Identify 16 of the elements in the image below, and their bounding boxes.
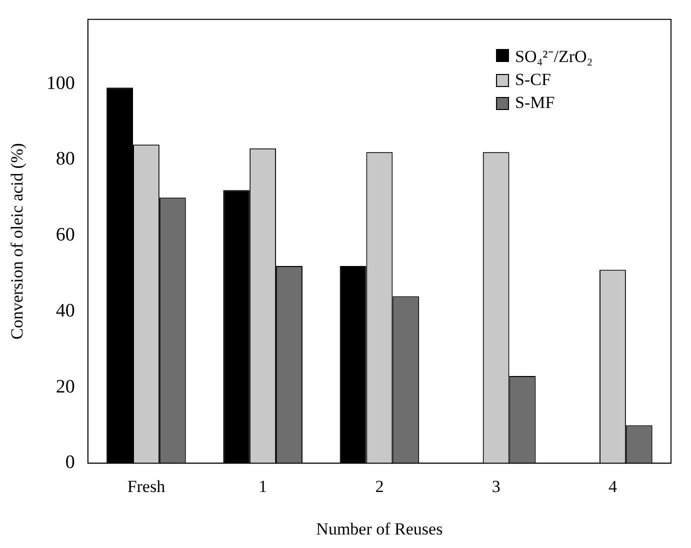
x-tick-label: 1 [258, 476, 268, 496]
y-tick-label: 80 [56, 148, 75, 170]
y-axis-title: Conversion of oleic acid (%) [8, 143, 27, 340]
y-tick-label: 100 [46, 72, 75, 94]
x-axis-title: Number of Reuses [316, 519, 443, 538]
legend-label: SO₄²⁻/ZrO₂ [515, 46, 593, 68]
x-tick-label: 2 [375, 476, 384, 496]
y-tick-label: 0 [65, 452, 75, 474]
x-tick-label: Fresh [127, 476, 166, 496]
y-tick-label: 20 [56, 376, 75, 398]
legend-label: S-CF [515, 70, 551, 90]
legend-label: S-MF [515, 93, 555, 114]
x-tick-label: 3 [492, 476, 500, 496]
y-tick-label: 40 [56, 300, 75, 322]
y-tick-label: 60 [56, 224, 75, 246]
x-tick-label: 4 [608, 476, 618, 496]
